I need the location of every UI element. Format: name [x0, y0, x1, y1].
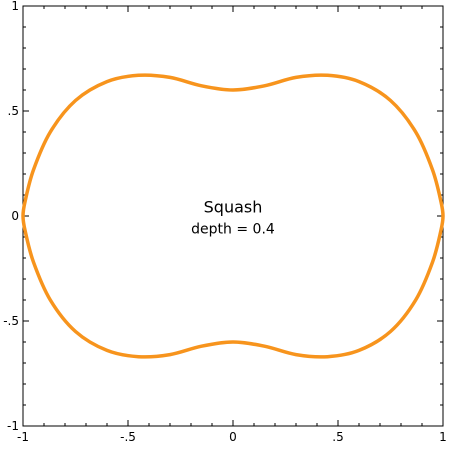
- y-tick-label: 0: [11, 209, 19, 223]
- annotation-subtitle: depth = 0.4: [191, 222, 275, 238]
- x-tick-label: 1: [439, 430, 447, 444]
- x-tick-label: -1: [17, 430, 29, 444]
- y-tick-label: -.5: [3, 314, 19, 328]
- annotation-title: Squash: [204, 198, 263, 217]
- x-tick-label: 0: [229, 430, 237, 444]
- y-tick-label: -1: [7, 419, 19, 433]
- x-tick-label: -.5: [120, 430, 136, 444]
- squash-curve: [21, 73, 445, 359]
- tick-labels: -1 -.5 0 .5 1 1 .5 0 -.5 -1: [3, 0, 447, 444]
- x-tick-label: .5: [332, 430, 343, 444]
- y-tick-label: 1: [11, 0, 19, 13]
- y-tick-label: .5: [8, 104, 19, 118]
- annotations: Squash depth = 0.4: [191, 198, 275, 238]
- tick-marks: [22, 5, 444, 427]
